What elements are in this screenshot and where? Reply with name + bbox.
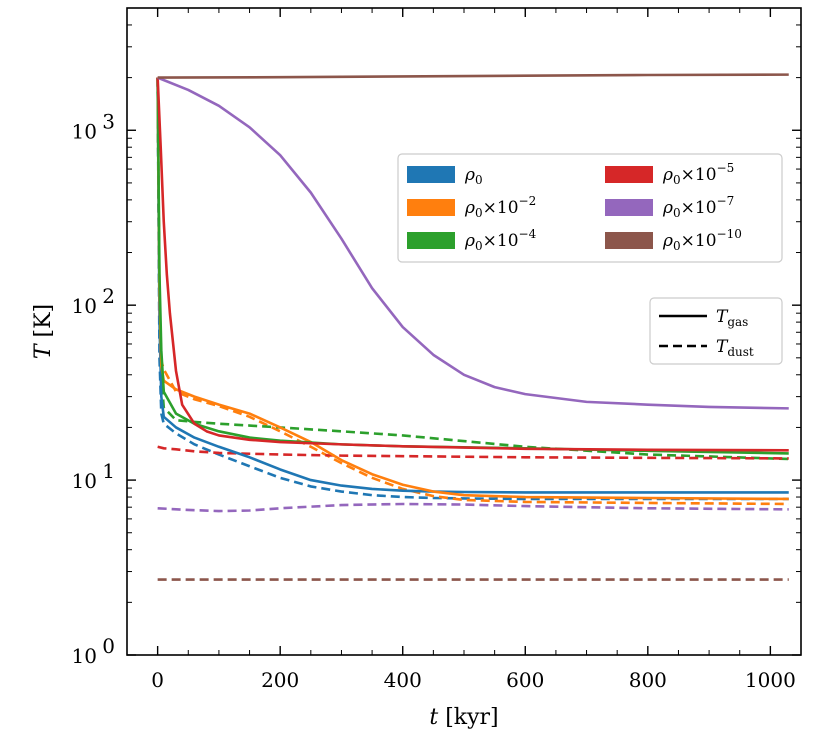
plot-lines: [156, 73, 789, 581]
y-tick-label: 10: [72, 644, 97, 668]
legend-swatch-2: [407, 232, 455, 249]
y-tick-label: 10: [72, 469, 97, 493]
series-5-gas-line: [157, 73, 789, 79]
legend-swatch-3: [605, 166, 653, 183]
x-tick-label: 1000: [745, 668, 796, 692]
series-1-dust-line: [156, 77, 789, 506]
legend-label-1: ρ0×10−2: [464, 194, 536, 220]
legend-label-3: ρ0×10−5: [662, 161, 734, 187]
legend-swatch-5: [605, 232, 653, 249]
series-2-gas-line: [156, 77, 789, 455]
linestyle-label-dust: Tdust: [716, 337, 754, 359]
series-2-dust-line: [156, 77, 789, 461]
y-tick-exponent: 1: [102, 459, 115, 483]
y-tick-exponent: 3: [102, 109, 115, 133]
legend-swatch-4: [605, 199, 653, 216]
legend-label-2: ρ0×10−4: [464, 227, 537, 253]
legend-swatch-1: [407, 199, 455, 216]
linestyle-legend-frame: [649, 297, 783, 365]
legend-series: ρ0 ρ0×10−2 ρ0×10−4 ρ0×10−5 ρ0×10−7 ρ0×10−10: [397, 153, 783, 263]
legend-frame: [397, 153, 783, 263]
series-4-dust-line: [157, 502, 789, 513]
series-1-gas-line: [156, 77, 789, 501]
series-0-dust-line: [156, 77, 789, 501]
x-tick-label: 0: [151, 668, 164, 692]
legend-swatch-0: [407, 166, 455, 183]
legend-label-5: ρ0×10−10: [662, 227, 742, 253]
series-0-gas-line: [156, 77, 789, 494]
y-tick-exponent: 2: [102, 284, 115, 308]
y-tick-label: 10: [72, 294, 97, 318]
x-tick-label: 200: [261, 668, 299, 692]
series-3-gas-line: [156, 77, 789, 452]
series-3-dust-line: [157, 445, 789, 460]
series-4-gas-line: [157, 76, 789, 410]
y-tick-exponent: 0: [102, 634, 115, 658]
y-tick-label: 10: [72, 119, 97, 143]
y-axis-label: T [K]: [31, 304, 56, 359]
linestyle-label-gas: Tgas: [716, 307, 748, 329]
x-tick-label: 800: [629, 668, 667, 692]
x-tick-label: 400: [384, 668, 422, 692]
legend-label-0: ρ0: [464, 165, 483, 187]
x-tick-label: 600: [506, 668, 544, 692]
x-axis-label: t [kyr]: [429, 705, 498, 730]
legend-label-4: ρ0×10−7: [662, 194, 734, 220]
legend-linestyle: Tgas Tdust: [649, 297, 783, 365]
